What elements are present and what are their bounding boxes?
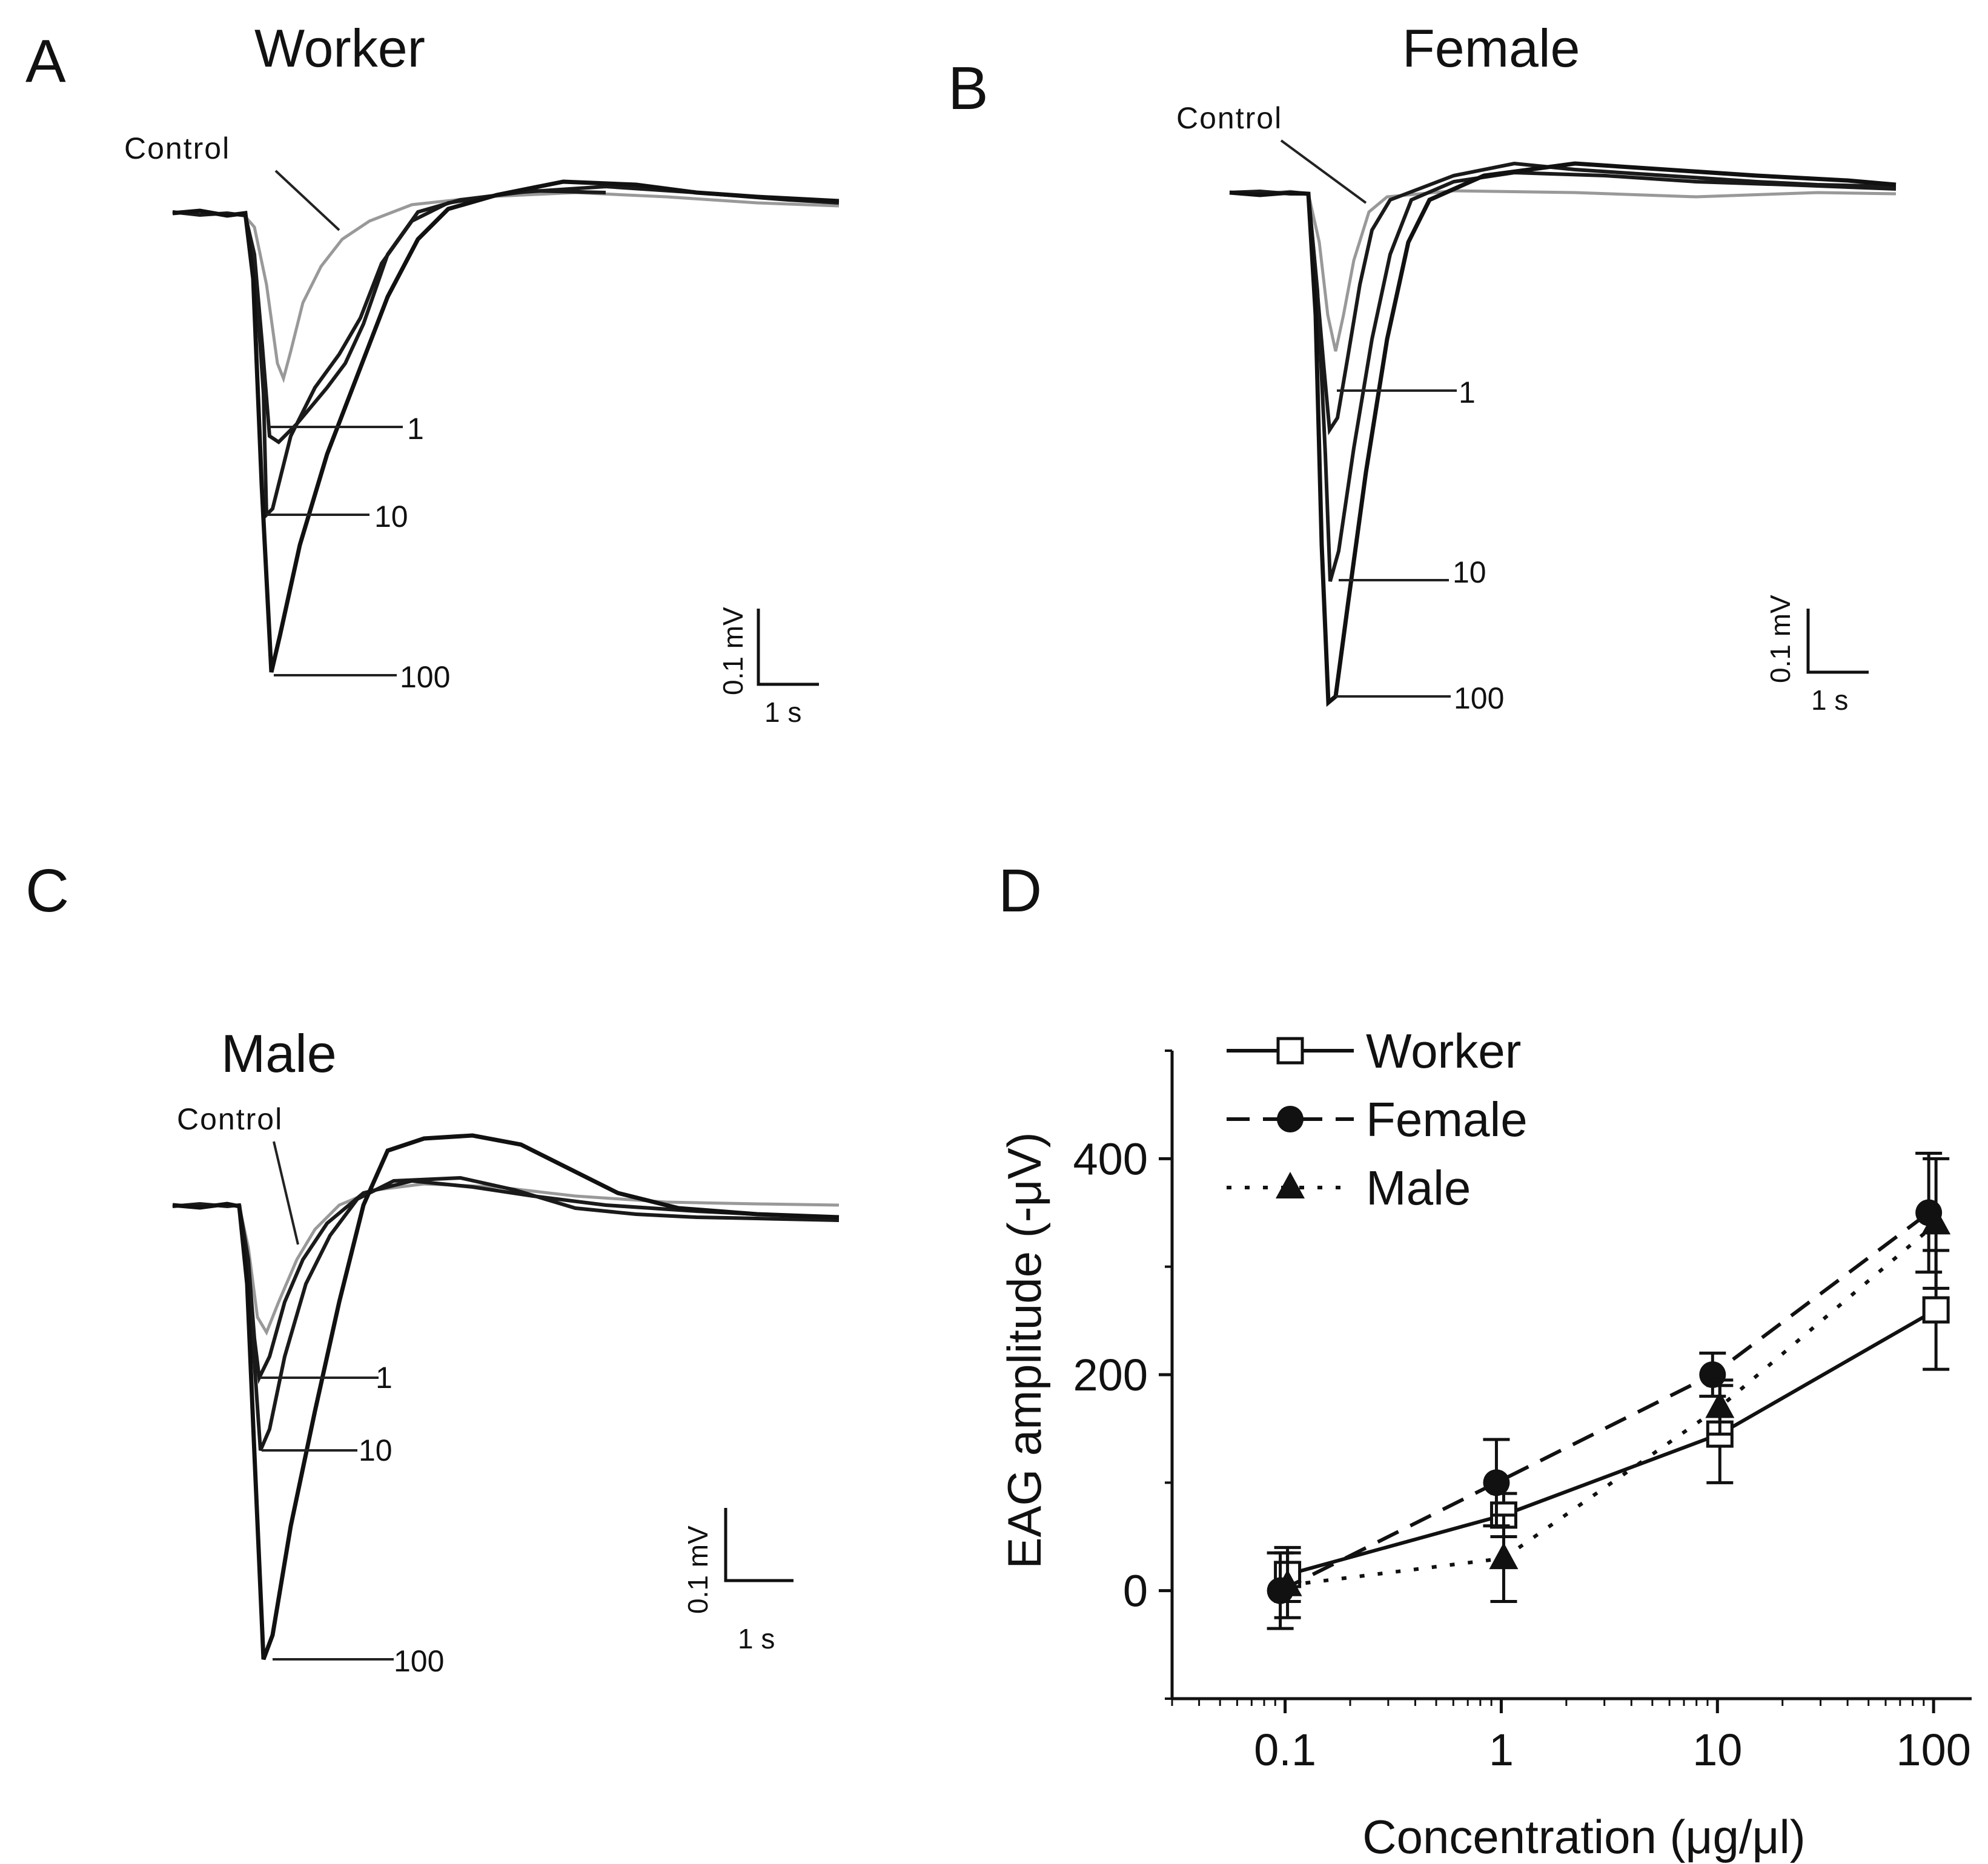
panel-a-dose-label-100: 100: [400, 660, 450, 694]
panel-a-trace-100: [172, 179, 840, 673]
panel-a-scale-bar: 0.1 mV 1 s: [717, 607, 819, 728]
dose-response-chart: 0 200 400 0.1 1 10 100 Concentration (μg/μl) EAG…: [998, 1024, 1972, 1863]
legend: Worker Female Male: [1227, 1024, 1528, 1215]
series-line-worker: [1287, 1308, 1937, 1576]
panel-c-trace-10: [237, 1175, 840, 1452]
legend-label-male: Male: [1366, 1161, 1471, 1215]
y-tick-label-400: 400: [1073, 1134, 1148, 1184]
panel-b-trace-100: [1229, 161, 1897, 707]
panel-c-trace-1: [172, 1178, 840, 1384]
legend-marker-male: [1276, 1172, 1305, 1198]
y-axis-title: EAG amplitude (-μV): [998, 1132, 1051, 1568]
panel-b-trace-10: [1307, 170, 1897, 582]
panel-c: C Male Control 1 10 100 0.1 mV 1 s: [25, 857, 840, 1678]
panel-b-dose-label-10: 10: [1453, 555, 1486, 589]
panel-b-trace-control: [1229, 189, 1897, 352]
panel-b-label: B: [948, 55, 989, 122]
point-worker-100: [1922, 1296, 1950, 1324]
series-line-female: [1279, 1211, 1930, 1593]
point-female-1: [1483, 1469, 1510, 1496]
series-line-male: [1287, 1222, 1938, 1587]
point-male-1: [1489, 1542, 1519, 1570]
x-tick-label-10: 10: [1692, 1725, 1742, 1775]
panel-b: B Female Control 1 10 100 0.1 mV 1 s: [948, 18, 1897, 716]
panel-c-dose-label-100: 100: [394, 1644, 444, 1678]
x-axis-title: Concentration (μg/μl): [1362, 1810, 1806, 1863]
panel-b-scale-voltage: 0.1 mV: [1764, 595, 1796, 683]
legend-marker-female: [1277, 1106, 1304, 1132]
legend-marker-worker: [1276, 1037, 1304, 1065]
series-male: [1273, 1157, 1951, 1619]
panel-a-trace-1: [172, 188, 606, 445]
panel-a-trace-control: [172, 191, 840, 383]
point-male-100: [1921, 1208, 1951, 1235]
panel-a-dose-label-1: 1: [407, 412, 424, 446]
point-male-0.1: [1273, 1569, 1302, 1596]
legend-label-female: Female: [1366, 1092, 1528, 1146]
panel-c-title: Male: [221, 1023, 337, 1083]
panel-a-scale-time: 1 s: [764, 696, 801, 728]
panel-d-label: D: [998, 857, 1042, 925]
panel-c-dose-label-10: 10: [359, 1433, 393, 1467]
panel-a-trace-10: [244, 184, 840, 520]
x-tick-label-100: 100: [1896, 1725, 1970, 1775]
panel-c-control-pointer: [273, 1141, 299, 1245]
panel-d: D 0 200 400 0.1 1 10 100 Concentration (μg/μl) E…: [998, 857, 1972, 1863]
panel-a-label: A: [25, 27, 66, 95]
panel-b-trace-1: [1229, 161, 1897, 435]
panel-a-control-pointer: [274, 170, 340, 231]
point-female-10: [1699, 1361, 1726, 1388]
panel-a: A Worker Control 1 10 100 0.1 mV 1 s: [25, 18, 840, 728]
panel-c-trace-control: [172, 1182, 840, 1336]
panel-b-title: Female: [1402, 18, 1580, 78]
y-tick-label-200: 200: [1073, 1350, 1148, 1400]
panel-c-control-label: Control: [177, 1102, 283, 1136]
panel-c-scale-time: 1 s: [738, 1623, 775, 1654]
panel-c-scale-bar: 0.1 mV 1 s: [682, 1508, 794, 1654]
panel-a-title: Worker: [254, 18, 425, 78]
panel-b-dose-label-100: 100: [1454, 681, 1504, 715]
x-tick-label-0.1: 0.1: [1254, 1725, 1316, 1775]
panel-c-trace-100: [172, 1133, 840, 1661]
point-male-10: [1705, 1391, 1735, 1418]
panel-c-label: C: [25, 857, 69, 925]
panel-c-dose-label-1: 1: [376, 1361, 393, 1395]
panel-a-control-label: Control: [124, 131, 230, 165]
series-female: [1267, 1151, 1943, 1630]
panel-c-scale-voltage: 0.1 mV: [682, 1525, 714, 1614]
panel-b-scale-time: 1 s: [1811, 684, 1848, 716]
legend-label-worker: Worker: [1366, 1024, 1521, 1078]
panel-b-control-pointer: [1280, 139, 1367, 204]
panel-a-scale-voltage: 0.1 mV: [717, 607, 749, 695]
x-tick-label-1: 1: [1489, 1725, 1514, 1775]
panel-a-dose-label-10: 10: [374, 500, 408, 534]
panel-b-dose-label-1: 1: [1459, 375, 1476, 409]
y-tick-label-0: 0: [1123, 1566, 1148, 1616]
panel-b-control-label: Control: [1176, 101, 1282, 135]
panel-b-scale-bar: 0.1 mV 1 s: [1764, 595, 1869, 716]
